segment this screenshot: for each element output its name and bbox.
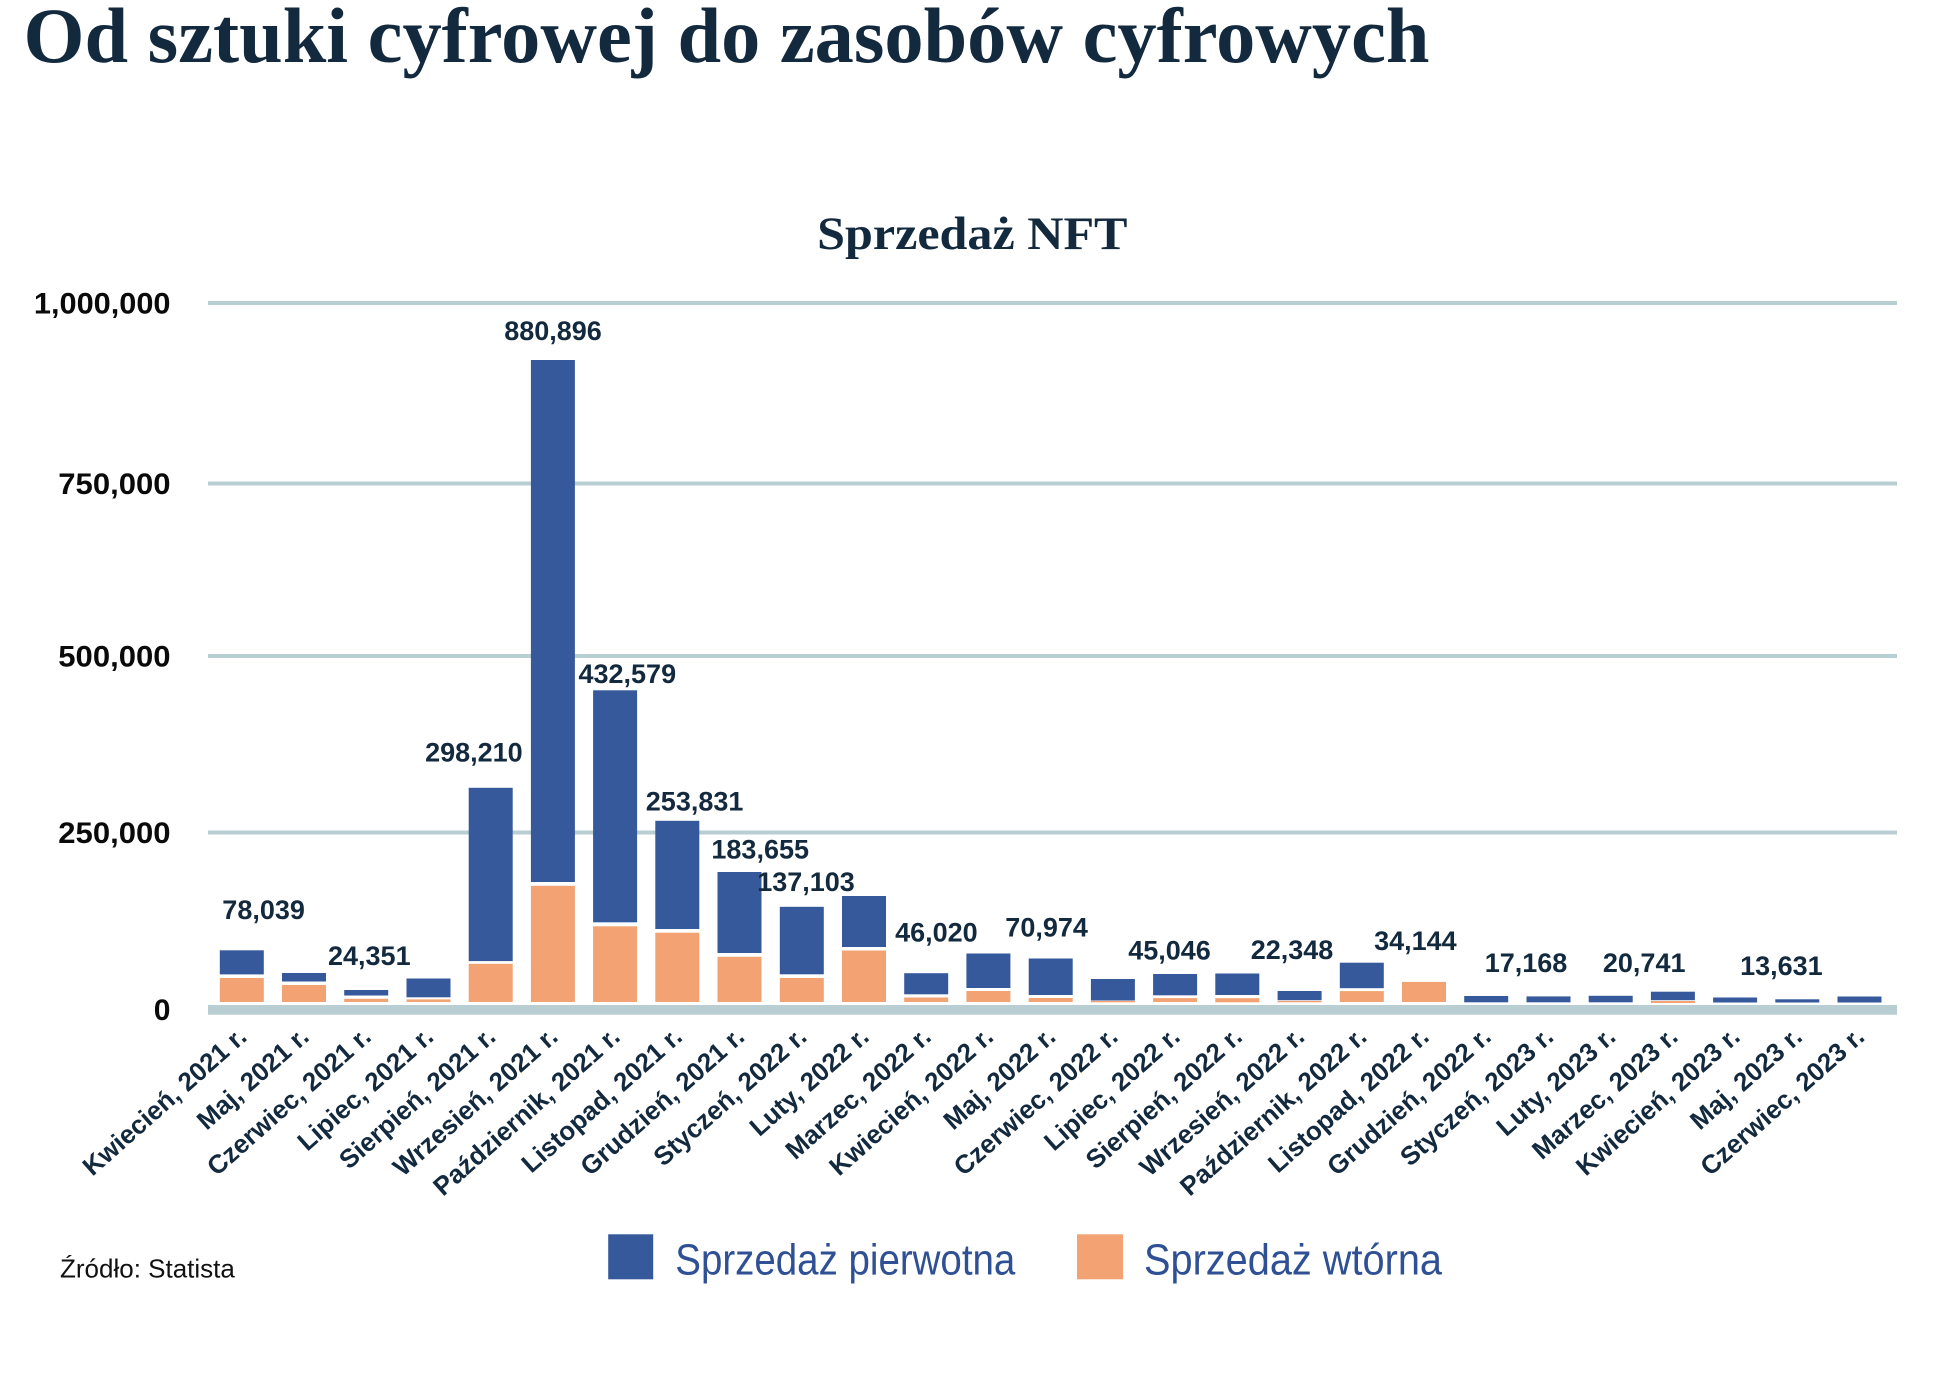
svg-text:34,144: 34,144 <box>1374 926 1457 956</box>
svg-text:298,210: 298,210 <box>425 738 523 768</box>
svg-text:750,000: 750,000 <box>58 468 170 501</box>
svg-text:Sprzedaż NFT: Sprzedaż NFT <box>817 208 1127 260</box>
svg-text:253,831: 253,831 <box>646 787 744 817</box>
svg-text:137,103: 137,103 <box>757 867 855 897</box>
svg-text:432,579: 432,579 <box>578 659 676 689</box>
svg-text:70,974: 70,974 <box>1005 913 1088 943</box>
svg-text:46,020: 46,020 <box>895 918 978 948</box>
svg-text:Sprzedaż pierwotna: Sprzedaż pierwotna <box>675 1236 1015 1285</box>
svg-text:Sprzedaż wtórna: Sprzedaż wtórna <box>1144 1236 1442 1285</box>
svg-text:880,896: 880,896 <box>504 316 602 346</box>
svg-text:20,741: 20,741 <box>1603 948 1686 978</box>
svg-text:Od sztuki cyfrowej do zasobów: Od sztuki cyfrowej do zasobów cyfrowych <box>24 0 1430 79</box>
svg-text:1,000,000: 1,000,000 <box>34 287 171 320</box>
svg-text:24,351: 24,351 <box>328 941 411 971</box>
svg-text:183,655: 183,655 <box>711 835 809 865</box>
svg-text:500,000: 500,000 <box>58 640 170 673</box>
svg-text:250,000: 250,000 <box>58 817 170 850</box>
svg-text:Źródło: Statista: Źródło: Statista <box>60 1254 235 1284</box>
svg-text:13,631: 13,631 <box>1740 951 1823 981</box>
svg-text:0: 0 <box>154 994 171 1027</box>
svg-text:22,348: 22,348 <box>1251 935 1334 965</box>
svg-text:45,046: 45,046 <box>1128 936 1211 966</box>
svg-text:78,039: 78,039 <box>222 895 305 925</box>
svg-text:17,168: 17,168 <box>1485 948 1568 978</box>
